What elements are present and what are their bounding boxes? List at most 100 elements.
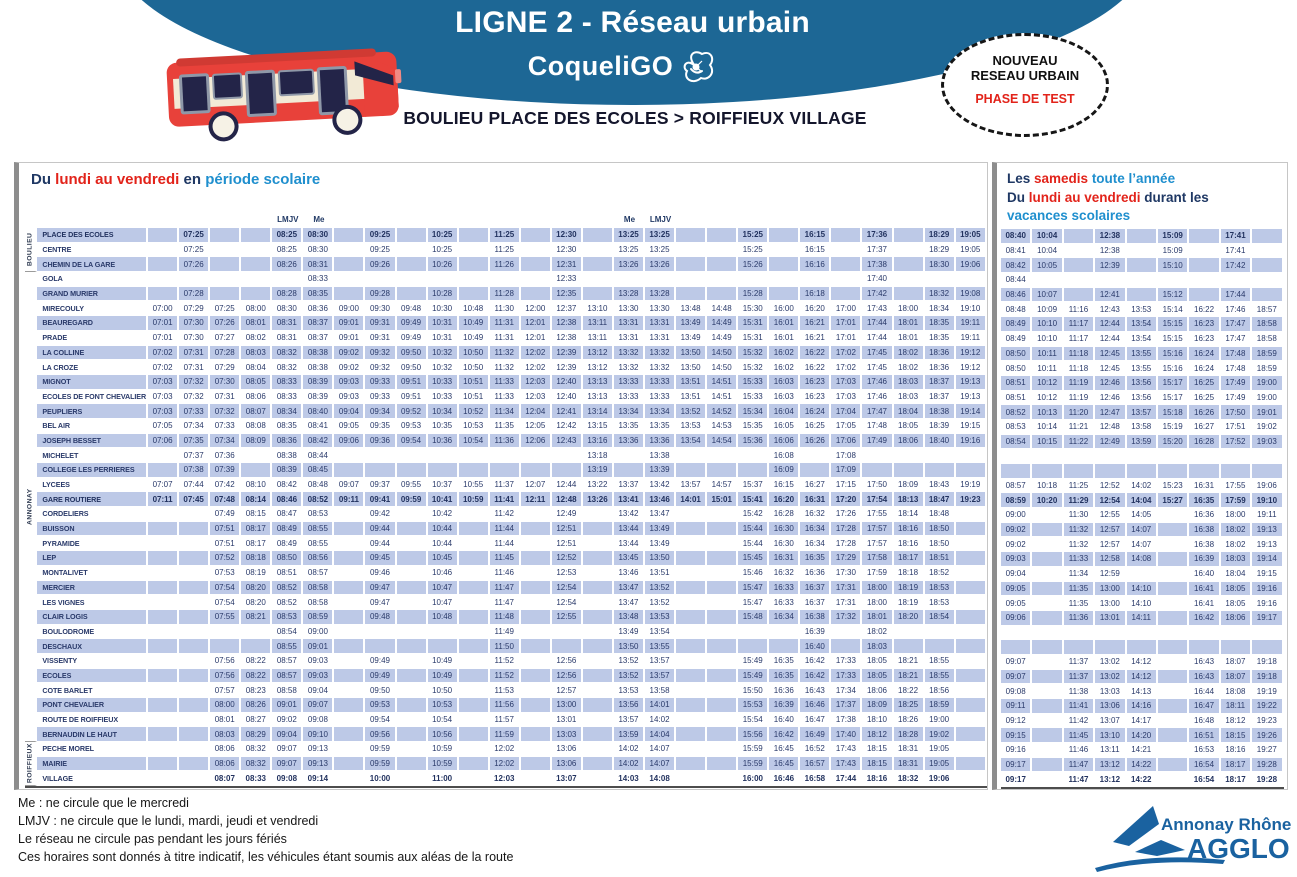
time-cell: 16:44 — [1189, 684, 1221, 699]
time-cell: 11:46 — [489, 565, 521, 581]
time-cell: 14:12 — [1126, 654, 1158, 670]
table-row: BUISSON 07:51 08:17 08:49 08:55 09:44 10:44 11:… — [25, 521, 987, 537]
time-cell: 17:28 — [831, 521, 863, 537]
time-cell: 19:28 — [1252, 772, 1284, 788]
table-row: 09:06 11:36 13:01 14:11 16:42 18:06 19:17 — [1001, 610, 1284, 626]
time-cell: 16:20 — [769, 492, 801, 508]
table-row: BEAUREGARD 07:01 07:30 07:26 08:01 08:31 08:37… — [25, 316, 987, 331]
time-cell — [582, 742, 614, 757]
time-cell: 10:26 — [427, 257, 459, 273]
time-cell: 07:57 — [210, 683, 242, 698]
time-cell: 08:25 — [272, 242, 304, 258]
table-row: LYCEES 07:07 07:44 07:42 08:10 08:42 08:48 09:0… — [25, 477, 987, 493]
time-cell: 17:43 — [831, 756, 863, 772]
time-cell: 18:01 — [893, 330, 925, 346]
time-cell: 10:09 — [1032, 302, 1064, 318]
time-cell — [955, 639, 987, 654]
time-cell: 12:52 — [1095, 478, 1127, 494]
time-cell: 08:15 — [241, 507, 273, 522]
time-cell — [676, 609, 708, 625]
time-cell: 13:50 — [613, 639, 646, 654]
time-cell: 13:42 — [645, 477, 677, 493]
time-cell: 18:15 — [862, 756, 894, 772]
time-cell — [1157, 654, 1190, 670]
title-segment: Les — [1007, 171, 1035, 186]
time-cell: 08:33 — [303, 272, 335, 287]
time-cell: 14:07 — [1126, 537, 1158, 553]
time-cell: 19:10 — [955, 301, 987, 317]
time-cell: 13:53 — [1126, 302, 1158, 318]
time-cell — [241, 242, 273, 258]
time-cell — [831, 639, 863, 654]
time-cell — [334, 448, 366, 463]
time-cell: 09:44 — [365, 521, 397, 537]
day-code-label — [458, 209, 490, 228]
time-cell — [1157, 596, 1190, 611]
time-cell: 09:04 — [272, 727, 304, 743]
time-cell — [1126, 243, 1158, 259]
time-cell: 08:47 — [272, 507, 304, 522]
time-cell — [148, 536, 180, 552]
time-cell: 14:07 — [645, 756, 677, 772]
time-cell: 08:36 — [272, 433, 304, 449]
time-cell: 09:04 — [303, 683, 335, 698]
time-cell: 08:30 — [303, 242, 335, 258]
time-cell — [396, 639, 428, 654]
time-cell: 13:12 — [582, 360, 614, 375]
time-cell — [210, 624, 242, 640]
time-cell: 14:54 — [707, 433, 739, 449]
time-cell: 12:06 — [520, 433, 552, 449]
footnotes: Me : ne circule que le mercredi LMJV : n… — [18, 794, 513, 866]
time-cell: 08:49 — [272, 521, 304, 537]
time-cell — [955, 580, 987, 596]
time-cell — [1126, 625, 1158, 641]
time-cell: 12:37 — [551, 301, 583, 317]
time-cell: 13:03 — [551, 727, 583, 743]
table-row — [1001, 640, 1284, 655]
time-cell: 18:58 — [1252, 317, 1284, 332]
time-cell: 16:00 — [769, 301, 801, 317]
time-cell: 17:41 — [1220, 243, 1253, 259]
time-cell — [831, 242, 863, 258]
time-cell: 18:59 — [924, 698, 956, 713]
time-cell: 11:52 — [489, 668, 521, 684]
time-cell: 11:33 — [489, 374, 521, 390]
time-cell: 11:47 — [489, 595, 521, 610]
time-cell — [707, 683, 739, 698]
time-cell: 08:54 — [272, 624, 304, 640]
time-cell — [1220, 449, 1253, 464]
time-cell: 12:54 — [551, 580, 583, 596]
time-cell: 09:34 — [365, 404, 397, 419]
time-cell: 09:32 — [365, 345, 397, 361]
stop-name-cell: PEUPLIERS — [37, 404, 149, 419]
time-cell: 10:50 — [458, 345, 490, 361]
time-cell: 15:25 — [738, 242, 770, 258]
time-cell: 18:00 — [1220, 508, 1253, 523]
time-cell: 16:45 — [769, 756, 801, 772]
time-cell: 13:26 — [613, 257, 646, 273]
time-cell: 16:33 — [769, 595, 801, 610]
time-cell — [396, 551, 428, 566]
time-cell: 19:19 — [1252, 684, 1284, 699]
time-cell — [334, 272, 366, 287]
time-cell: 17:03 — [831, 389, 863, 405]
brand-text: CoqueliGO — [527, 51, 674, 81]
time-cell: 18:05 — [893, 418, 925, 434]
time-cell: 10:48 — [458, 301, 490, 317]
time-cell: 13:32 — [645, 345, 677, 361]
time-cell — [458, 272, 490, 287]
time-cell: 08:52 — [272, 580, 304, 596]
time-cell: 08:33 — [241, 771, 273, 787]
time-cell — [396, 272, 428, 287]
time-cell: 18:50 — [924, 536, 956, 552]
time-cell: 13:31 — [645, 330, 677, 346]
stop-name-cell: GOLA — [37, 272, 149, 287]
time-cell: 17:44 — [862, 330, 894, 346]
time-cell: 11:47 — [1063, 757, 1096, 773]
time-cell: 08:08 — [241, 418, 273, 434]
day-code-label — [396, 209, 428, 228]
time-cell: 13:53 — [645, 609, 677, 625]
time-cell: 15:31 — [738, 316, 770, 331]
time-cell: 16:00 — [738, 771, 770, 787]
time-cell: 18:17 — [893, 551, 925, 566]
